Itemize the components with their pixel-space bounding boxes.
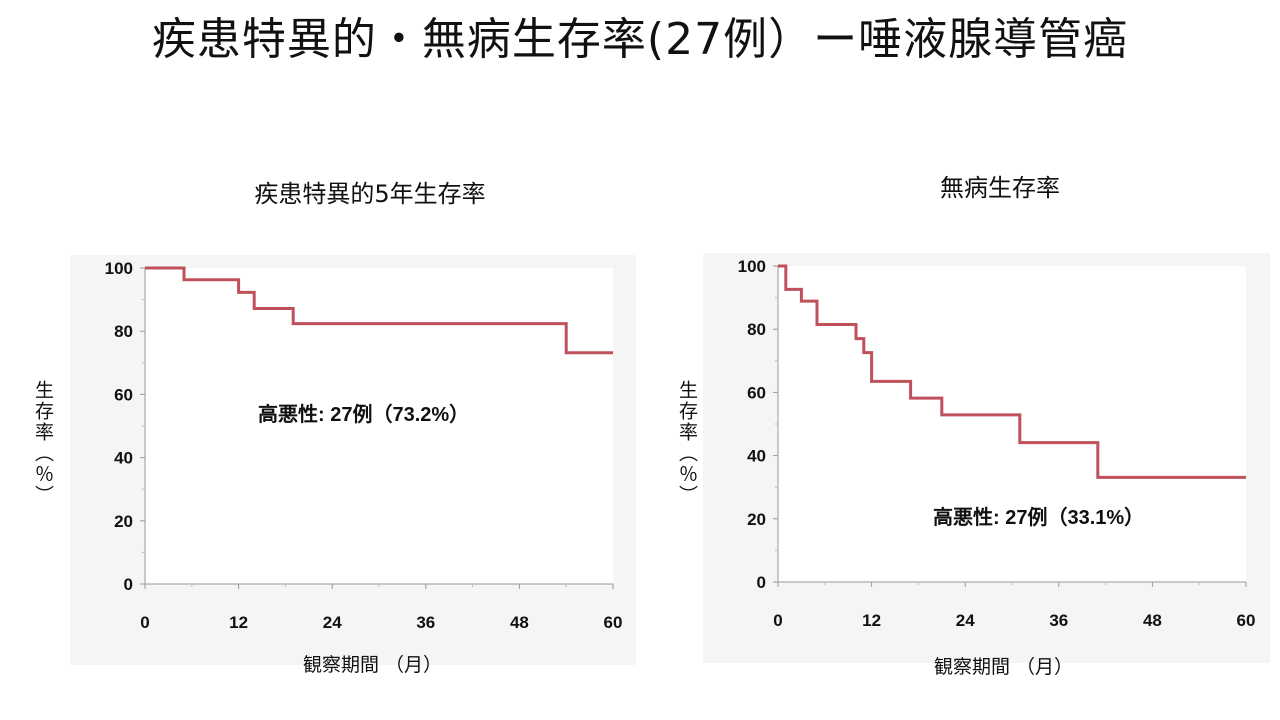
x-tick-label: 60 (1237, 611, 1256, 630)
chart-title-dfs: 無病生存率 (940, 174, 1060, 202)
x-tick-label: 48 (1143, 611, 1162, 630)
chart-dss: 0 20 40 60 80 100 0 12 24 36 48 60 高悪性: 27例（73.2%） (105, 259, 623, 632)
y-tick-label: 100 (738, 257, 766, 276)
y-tick-label: 40 (114, 449, 133, 468)
x-axis-label-dss: 観察期間 （月） (303, 654, 443, 676)
plot-area (778, 266, 1246, 582)
x-tick-label: 24 (323, 613, 342, 632)
y-axis-label-dfs: 生存率（％） (676, 380, 698, 506)
y-tick-label: 80 (747, 320, 766, 339)
x-tick-label: 12 (229, 613, 248, 632)
y-tick-label: 0 (124, 575, 133, 594)
x-tick-label: 36 (1049, 611, 1068, 630)
chart-title-dss: 疾患特異的5年生存率 (254, 180, 486, 208)
x-tick-label: 60 (604, 613, 623, 632)
page-title: 疾患特異的・無病生存率(27例）ー唾液腺導管癌 (151, 14, 1129, 65)
chart-dfs: 0 20 40 60 80 100 0 12 24 36 48 60 高悪性: 27例（33.1%） (738, 257, 1256, 630)
survival-curve (145, 266, 613, 355)
y-tick-label: 60 (747, 383, 766, 402)
y-tick-label: 40 (747, 447, 766, 466)
annotation-label: 高悪性: 27例（73.2%） (258, 402, 469, 426)
x-tick-label: 0 (140, 613, 149, 632)
x-tick-label: 12 (862, 611, 881, 630)
y-tick-label: 100 (105, 259, 133, 278)
x-tick-label: 48 (510, 613, 529, 632)
y-tick-label: 60 (114, 385, 133, 404)
y-tick-label: 20 (114, 512, 133, 531)
x-tick-label: 24 (956, 611, 975, 630)
survival-curve (778, 264, 1246, 479)
x-tick-label: 36 (416, 613, 435, 632)
plot-area (145, 268, 613, 584)
y-tick-label: 20 (747, 510, 766, 529)
x-axis-label-dfs: 観察期間 （月） (934, 656, 1074, 678)
annotation-label: 高悪性: 27例（33.1%） (933, 505, 1144, 529)
y-axis-label-dss: 生存率（％） (32, 380, 54, 506)
y-tick-label: 0 (757, 573, 766, 592)
x-tick-label: 0 (773, 611, 782, 630)
y-tick-label: 80 (114, 322, 133, 341)
